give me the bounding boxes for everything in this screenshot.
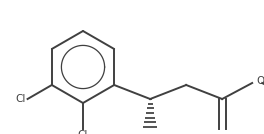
Text: O: O (256, 76, 264, 86)
Text: Cl: Cl (15, 94, 25, 104)
Text: NH$_2$: NH$_2$ (140, 133, 161, 134)
Text: Cl: Cl (78, 130, 88, 134)
